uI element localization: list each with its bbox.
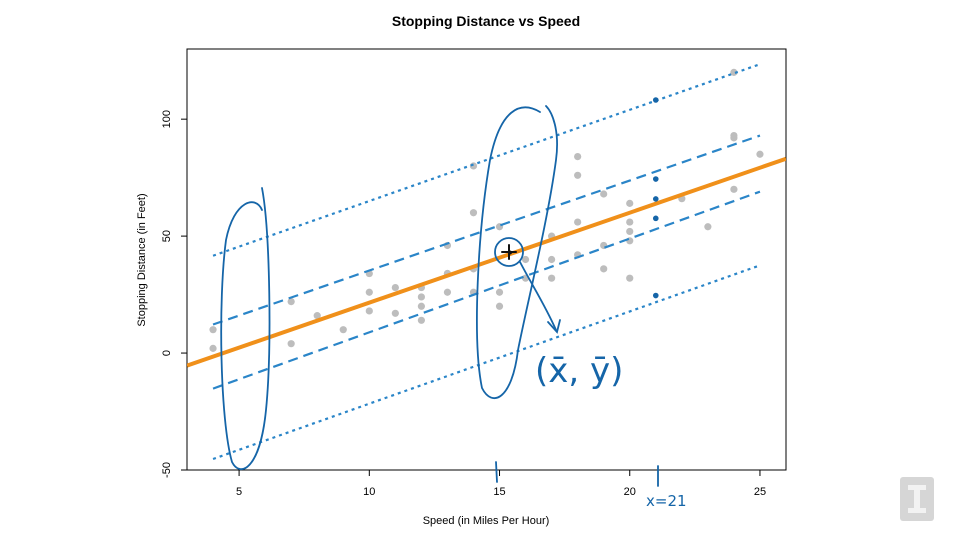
data-point-12: [417, 302, 425, 310]
x-axis: 5 10 15 20 25: [236, 470, 766, 498]
line-confidence-lower: [212, 190, 761, 390]
ink-arrow-head: [547, 319, 561, 334]
logo-bar-top: [908, 485, 926, 490]
ink-x21-label: x=21: [646, 492, 687, 510]
y-tick-label-0: -50: [161, 462, 173, 478]
data-point-5: [339, 326, 347, 334]
regression-lines: [187, 63, 786, 461]
data-point-3: [287, 298, 295, 306]
y-tick-label-1: 0: [161, 350, 173, 356]
chart-title: Stopping Distance vs Speed: [392, 13, 580, 29]
data-point-0: [209, 344, 217, 352]
data-point-11: [417, 316, 425, 324]
y-axis-label: Stopping Distance (in Feet): [136, 193, 148, 326]
data-point-47: [730, 131, 738, 140]
data-point-32: [574, 218, 582, 226]
data-point-40: [626, 227, 634, 236]
data-point-35: [600, 265, 608, 273]
logo-bar-mid: [914, 490, 920, 508]
data-point-2: [287, 340, 295, 348]
data-point-27: [521, 255, 530, 264]
data-point-21: [469, 209, 478, 217]
data-point-41: [626, 218, 634, 226]
data-point-29: [548, 255, 556, 264]
data-point-39: [626, 237, 634, 245]
marked-point-x21-1: [652, 176, 659, 182]
ink-mean-label: (x̄, ȳ): [535, 351, 623, 391]
data-point-45: [730, 185, 738, 193]
line-fit: [187, 156, 786, 368]
x-axis-label: Speed (in Miles Per Hour): [423, 515, 550, 527]
data-point-44: [704, 223, 712, 231]
data-point-38: [626, 274, 634, 282]
logo-watermark: [900, 477, 934, 521]
x-tick-label-2: 15: [493, 486, 505, 498]
data-points: [209, 68, 764, 352]
ink-oval-x15: [476, 105, 558, 399]
data-point-4: [313, 312, 321, 320]
line-prediction-lower: [212, 264, 761, 461]
ink-annotations: [220, 105, 659, 487]
data-point-1: [209, 326, 217, 334]
ink-tick-x15: [495, 461, 498, 483]
data-point-6: [365, 307, 373, 315]
y-axis: -50 0 50 100: [161, 110, 187, 478]
data-point-48: [730, 68, 738, 76]
logo-bar-bottom: [908, 508, 926, 513]
y-tick-label-2: 50: [161, 230, 173, 242]
marked-point-x21-0: [652, 97, 659, 103]
ink-oval-x5: [220, 187, 271, 471]
data-point-34: [574, 152, 582, 161]
x-tick-label-4: 25: [754, 486, 766, 498]
ink-mean-cross: [501, 244, 517, 260]
marked-point-x21-4: [652, 292, 659, 299]
ink-mean-circle: [494, 237, 524, 267]
data-point-33: [574, 171, 582, 179]
x-tick-label-1: 10: [363, 486, 375, 498]
plot-frame: [186, 48, 787, 471]
data-point-23: [495, 302, 504, 310]
data-point-10: [391, 283, 399, 292]
data-point-7: [365, 288, 373, 296]
line-prediction-upper: [212, 63, 761, 257]
data-point-49: [756, 150, 764, 158]
line-confidence-upper: [212, 134, 761, 326]
data-point-37: [600, 190, 608, 198]
x-tick-label-0: 5: [236, 486, 242, 498]
data-point-15: [443, 288, 452, 296]
data-point-9: [391, 309, 399, 317]
data-point-24: [495, 288, 504, 296]
y-tick-label-3: 100: [161, 110, 173, 128]
marked-point-x21-2: [652, 196, 659, 202]
data-point-42: [626, 199, 634, 207]
ink-arrow-line: [519, 261, 557, 331]
x-tick-label-3: 20: [624, 486, 636, 498]
data-point-28: [548, 274, 556, 282]
marked-point-x21-3: [652, 215, 659, 222]
data-point-13: [417, 293, 425, 301]
